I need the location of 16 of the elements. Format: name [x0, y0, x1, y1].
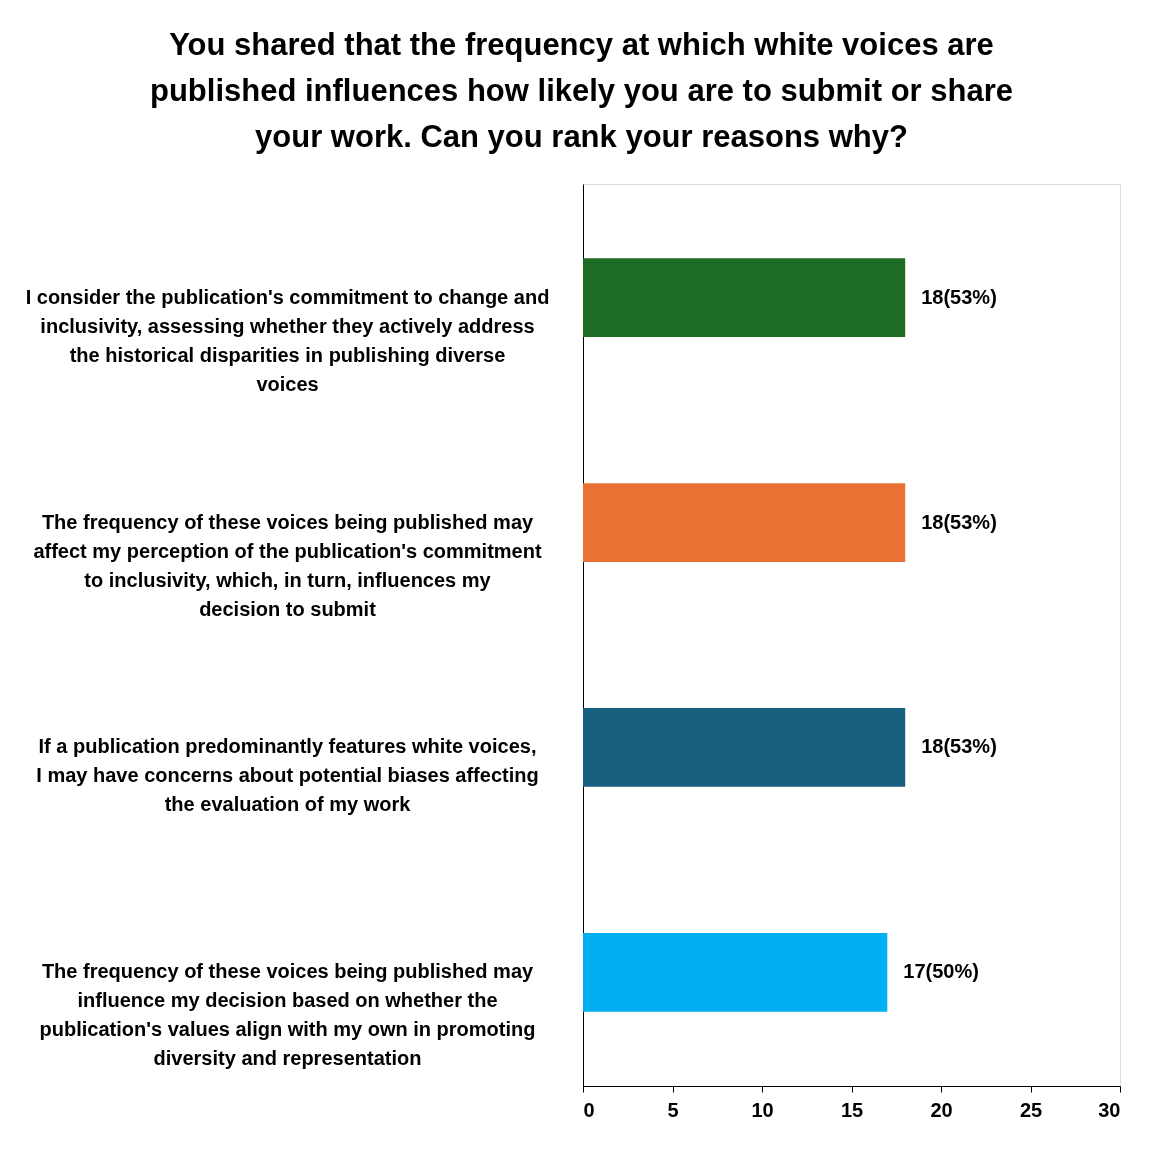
- data-label: 17(50%): [903, 960, 979, 983]
- x-tick-label: 10: [751, 1098, 774, 1121]
- y-tick-label: The frequency of these voices being published may affect my perception of the publication's commitment to inclusivity, which, in turn, influences my decision to submit: [33, 510, 542, 620]
- chart-title: You shared that the frequency at which white voices are published influences how likely you are to submit or share your work. Can you rank your reasons why?: [149, 27, 1014, 154]
- x-tick-label: 0: [583, 1098, 595, 1121]
- data-label: 18(53%): [921, 735, 997, 758]
- x-tick-label: 25: [1019, 1098, 1043, 1121]
- x-tick-label: 20: [930, 1098, 953, 1121]
- x-tick-label: 15: [840, 1098, 864, 1121]
- y-tick-label: If a publication predominantly features white voices, I may have concerns about potential biases affecting the evaluation of my work: [36, 735, 539, 816]
- data-label: 18(53%): [921, 510, 997, 533]
- y-tick-label: The frequency of these voices being published may influence my decision based on whether the publication's values align with my own in promoting diversity and representation: [39, 960, 536, 1070]
- x-tick-label: 5: [667, 1098, 679, 1121]
- x-tick-label: 30: [1098, 1098, 1121, 1121]
- y-tick-label: I consider the publication's commitment to change and inclusivity, assessing whether they actively address the historical disparities in publishing diverse voices: [25, 285, 550, 395]
- data-label: 18(53%): [921, 285, 997, 308]
